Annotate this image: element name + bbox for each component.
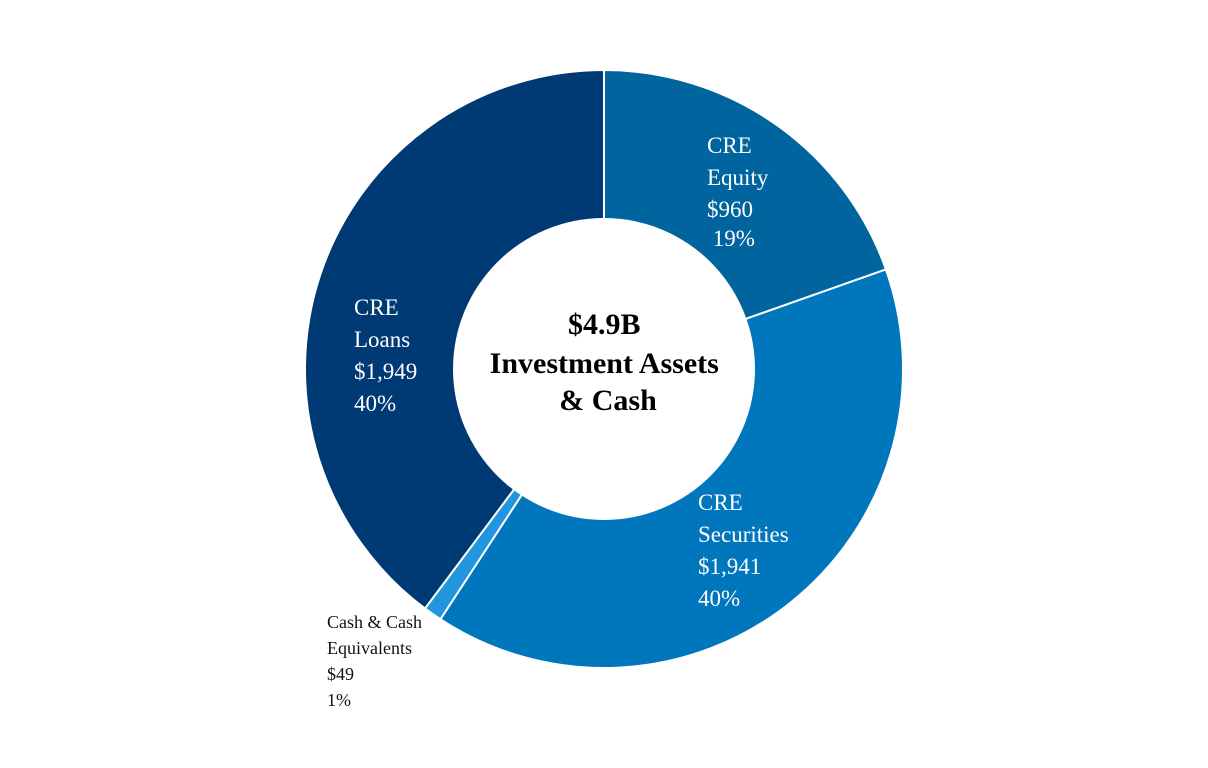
label-cash-equivalents-percent: 1% — [327, 690, 351, 710]
label-cre-securities-value: $1,941 — [698, 554, 761, 579]
center-label-total: $4.9B — [568, 308, 641, 341]
label-cash-equivalents-value: $49 — [327, 664, 354, 684]
center-label: $4.9B Investment Assets & Cash — [490, 308, 727, 417]
label-cre-loans-percent: 40% — [354, 391, 396, 416]
label-cre-loans-value: $1,949 — [354, 359, 417, 384]
label-cre-equity-percent: 19% — [707, 226, 755, 251]
label-cre-equity-value: $960 — [707, 197, 753, 222]
label-cre-securities-line-1: CRE — [698, 490, 743, 515]
center-label-line-2: Investment Assets — [490, 347, 719, 380]
label-cash-equivalents: Cash & Cash Equivalents $49 1% — [327, 612, 427, 710]
label-cre-securities: CRE Securities $1,941 40% — [698, 490, 794, 611]
slice-labels: CRE Equity $960 19% CRE Securities $1,94… — [327, 133, 794, 710]
label-cre-securities-line-2: Securities — [698, 522, 789, 547]
label-cre-loans: CRE Loans $1,949 40% — [354, 295, 423, 416]
center-label-text: $4.9B Investment Assets & Cash — [490, 308, 727, 417]
center-label-line-3: & Cash — [559, 384, 657, 417]
label-cre-equity-line-1: CRE — [707, 133, 752, 158]
label-cash-equivalents-line-1: Cash & Cash — [327, 612, 422, 632]
label-cre-loans-line-2: Loans — [354, 327, 410, 352]
label-cre-equity-line-2: Equity — [707, 165, 769, 190]
label-cre-loans-line-1: CRE — [354, 295, 399, 320]
donut-hole — [453, 218, 755, 520]
slice-cre-loans — [304, 68, 605, 610]
label-cash-equivalents-line-2: Equivalents — [327, 638, 412, 658]
label-cre-equity: CRE Equity $960 19% — [707, 133, 774, 251]
label-cre-securities-percent: 40% — [698, 586, 740, 611]
